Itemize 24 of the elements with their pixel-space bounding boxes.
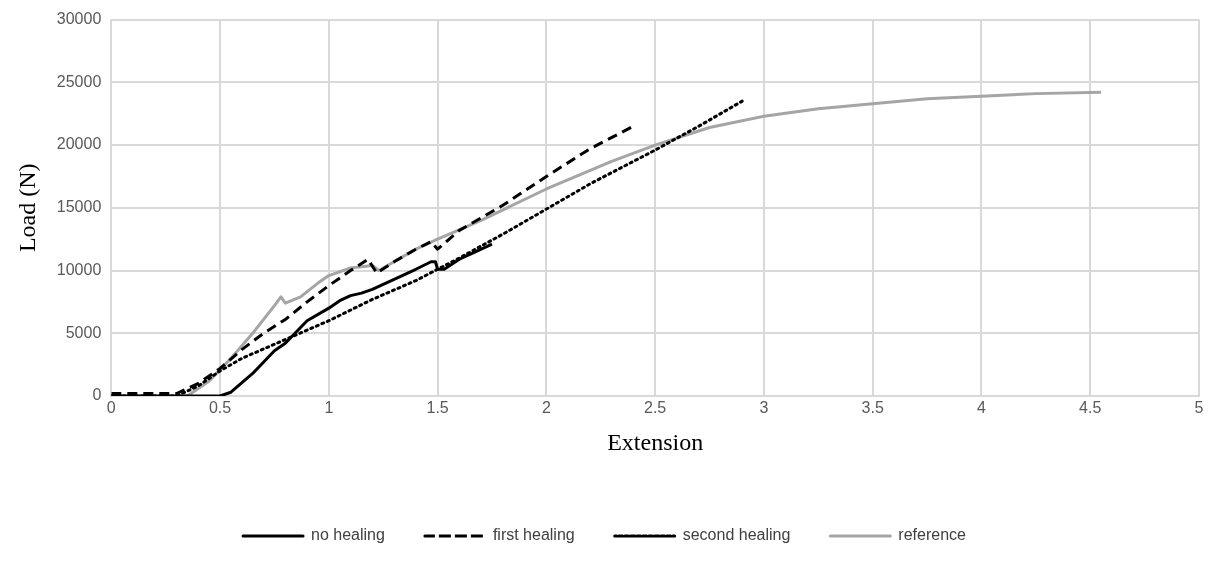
x-tick-label: 2.5 — [644, 399, 667, 417]
x-tick-label: 0.5 — [208, 399, 232, 417]
x-tick-label: 2 — [541, 399, 551, 417]
legend-label: first healing — [492, 526, 575, 544]
x-tick-label: 0 — [106, 399, 116, 417]
y-tick-label: 5000 — [65, 323, 102, 341]
x-tick-label: 3 — [759, 399, 769, 417]
x-tick-label: 3.5 — [861, 399, 884, 417]
y-tick-label: 15000 — [56, 198, 102, 216]
x-tick-label: 4 — [977, 399, 987, 417]
x-axis-title: Extension — [607, 428, 704, 455]
x-tick-label: 1 — [324, 399, 334, 417]
y-axis-title: Load (N) — [13, 163, 40, 253]
legend-label: no healing — [311, 526, 385, 544]
y-tick-label: 10000 — [56, 260, 102, 278]
x-tick-label: 1.5 — [426, 399, 449, 417]
x-tick-label: 5 — [1194, 399, 1204, 417]
y-tick-label: 0 — [92, 386, 102, 404]
y-tick-label: 25000 — [56, 72, 102, 90]
x-tick-label: 4.5 — [1079, 399, 1102, 417]
legend-label: reference — [898, 526, 967, 544]
y-tick-label: 30000 — [56, 10, 102, 28]
legend-label: second healing — [682, 526, 791, 544]
y-tick-label: 20000 — [56, 135, 102, 153]
